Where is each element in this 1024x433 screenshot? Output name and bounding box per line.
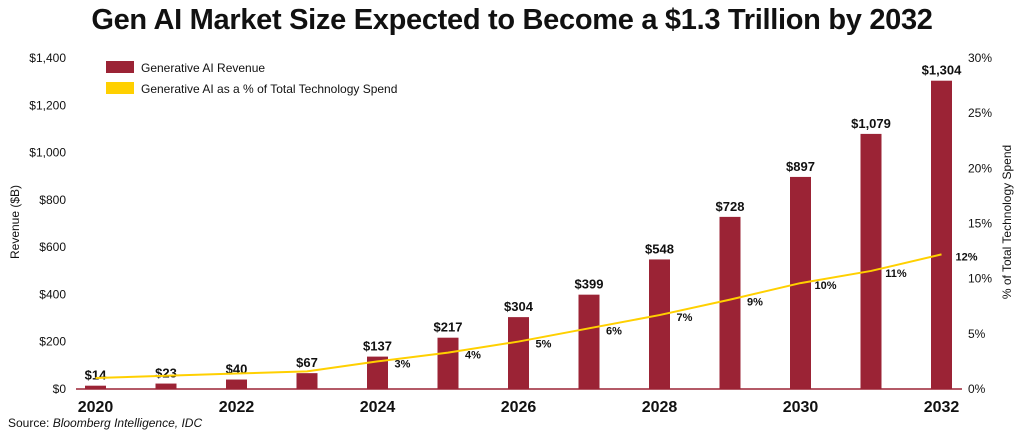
y-tick-label: $200: [39, 335, 66, 349]
bar: [85, 385, 106, 389]
legend-swatch-revenue: [106, 61, 134, 73]
y-tick-label: $1,400: [29, 51, 66, 65]
bar: [437, 337, 459, 389]
bar-value-label: $548: [645, 241, 674, 256]
y2-tick-label: 30%: [968, 51, 992, 65]
bar: [578, 294, 600, 389]
bar-value-label: $304: [504, 299, 534, 314]
source-note: Source: Bloomberg Intelligence, IDC: [8, 416, 202, 430]
y2-tick-label: 25%: [968, 106, 992, 120]
legend: Generative AI Revenue Generative AI as a…: [106, 61, 397, 96]
bar: [931, 80, 952, 389]
line-path: [95, 253, 942, 379]
bar-value-label: $1,079: [851, 116, 891, 131]
chart-title: Gen AI Market Size Expected to Become a …: [91, 4, 933, 36]
line-value-label: 3%: [395, 358, 411, 370]
x-axis-ticks: 2020 2022 2024 2026 2028 2030 2032: [78, 399, 960, 416]
y2-tick-label: 15%: [968, 217, 992, 231]
bar-value-label: $217: [434, 320, 463, 335]
bar-value-label: $137: [363, 339, 392, 354]
y-tick-label: $400: [39, 287, 66, 301]
bar-value-label: $14: [85, 368, 107, 383]
line-value-label: 6%: [606, 325, 622, 337]
x-tick-label: 2030: [783, 399, 819, 416]
y2-tick-label: 20%: [968, 161, 992, 175]
source-prefix: Source:: [8, 416, 53, 430]
bar: [860, 133, 882, 389]
y-tick-label: $1,200: [29, 98, 66, 112]
line-value-label: 10%: [814, 280, 836, 292]
y2-tick-label: 5%: [968, 327, 986, 341]
bar-value-label: $728: [716, 199, 745, 214]
y2-tick-label: 0%: [968, 382, 986, 396]
x-tick-label: 2032: [924, 399, 960, 416]
bar-series: $14 $23 $40 $67$137$217$304$399$548$728$897…: [85, 63, 963, 389]
bar: [649, 259, 670, 389]
x-tick-label: 2022: [219, 399, 255, 416]
line-value-label: 9%: [747, 297, 763, 309]
bar: [508, 317, 529, 389]
bar-value-label: $897: [786, 159, 815, 174]
line-value-label: 5%: [536, 339, 552, 351]
y-tick-label: $800: [39, 193, 66, 207]
y2-tick-label: 10%: [968, 272, 992, 286]
x-tick-label: 2020: [78, 399, 114, 416]
x-tick-label: 2024: [360, 399, 396, 416]
line-value-label: 7%: [677, 312, 693, 324]
legend-label-percent: Generative AI as a % of Total Technology…: [141, 82, 397, 96]
bar-value-label: $67: [296, 355, 318, 370]
bar: [155, 383, 177, 389]
legend-label-revenue: Generative AI Revenue: [141, 61, 265, 75]
y-axis-ticks: $0 $200 $400 $600 $800 $1,000 $1,200 $1,400: [29, 51, 66, 396]
bar: [367, 356, 388, 389]
y2-axis-label: % of Total Technology Spend: [1000, 145, 1014, 299]
source-text: Bloomberg Intelligence, IDC: [52, 416, 203, 430]
y-tick-label: $600: [39, 240, 66, 254]
bar: [719, 216, 741, 389]
bar: [296, 373, 318, 389]
bar-value-label: $1,304: [922, 63, 963, 78]
line-value-label: 12%: [955, 251, 977, 263]
legend-swatch-percent: [106, 82, 134, 94]
y-tick-label: $0: [53, 382, 67, 396]
bar-value-label: $23: [155, 366, 177, 381]
line-value-label: 11%: [885, 268, 907, 280]
x-tick-label: 2026: [501, 399, 537, 416]
bar-value-label: $399: [575, 277, 604, 292]
line-value-label: 4%: [465, 350, 481, 362]
y2-axis-ticks: 0% 5% 10% 15% 20% 25% 30%: [968, 51, 992, 396]
y-axis-label: Revenue ($B): [8, 185, 22, 259]
x-tick-label: 2028: [642, 399, 678, 416]
bar: [226, 379, 247, 389]
line-series: 3% 4% 5% 6% 7% 9% 10% 11% 12%: [95, 251, 978, 379]
y-tick-label: $1,000: [29, 146, 66, 160]
